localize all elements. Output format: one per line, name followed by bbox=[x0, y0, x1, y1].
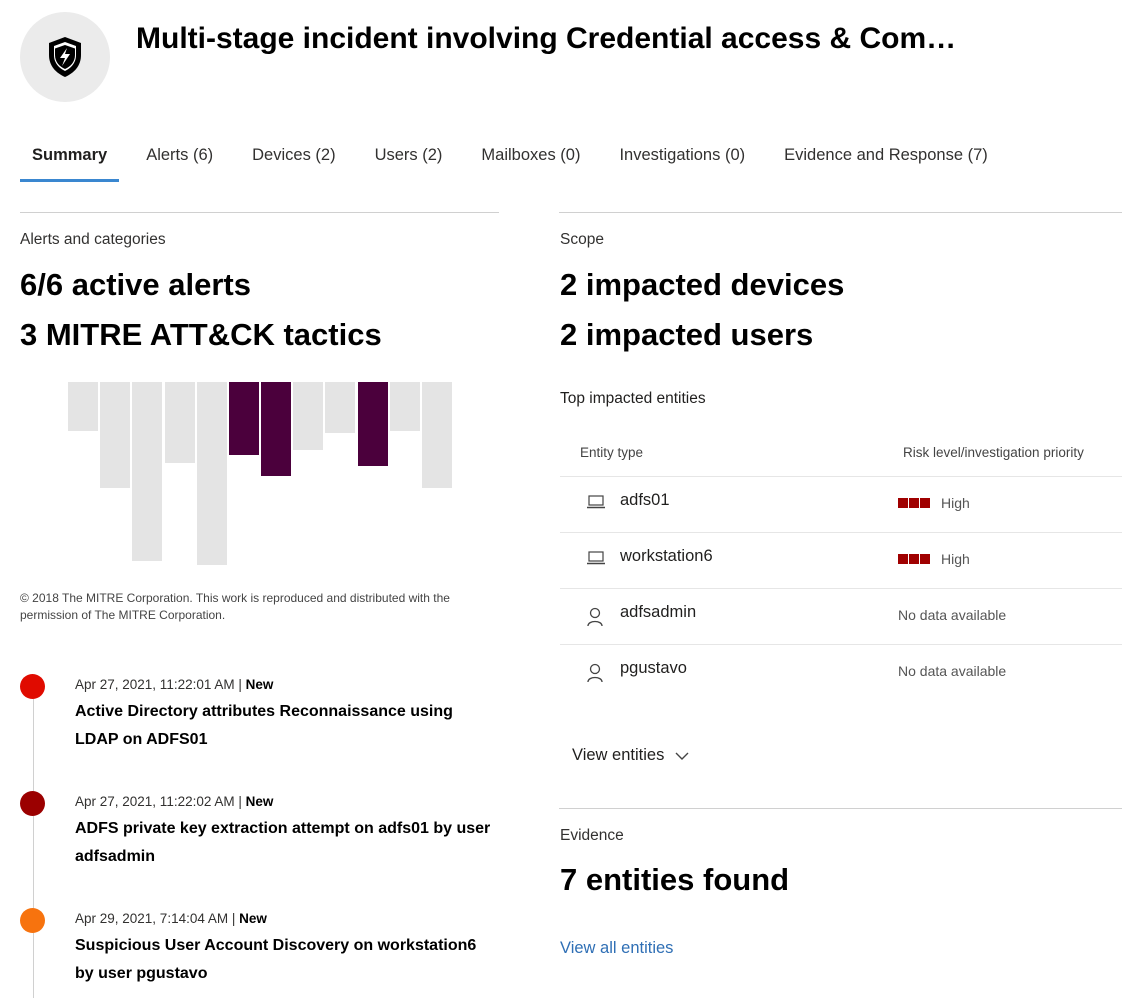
tab-summary[interactable]: Summary bbox=[20, 146, 120, 182]
tab-evidence-response[interactable]: Evidence and Response (7) bbox=[784, 146, 988, 164]
severity-dot bbox=[20, 908, 45, 933]
risk-label: No data available bbox=[898, 607, 1007, 623]
tactic-column[interactable] bbox=[293, 382, 323, 450]
risk-square bbox=[909, 554, 919, 564]
separator: | bbox=[234, 794, 246, 809]
active-alerts-count: 6/6 active alerts bbox=[20, 267, 251, 302]
tactic-column[interactable] bbox=[197, 382, 227, 565]
tab-devices[interactable]: Devices (2) bbox=[252, 146, 336, 164]
tactic-column[interactable] bbox=[261, 382, 291, 476]
column-header-risk-level[interactable]: Risk level/investigation priority bbox=[903, 445, 1084, 460]
alert-title-link[interactable]: ADFS private key extraction attempt on a… bbox=[75, 820, 491, 865]
risk-level: High bbox=[898, 495, 970, 511]
impacted-devices-count: 2 impacted devices bbox=[560, 267, 845, 302]
entity-row[interactable]: workstation6 High bbox=[560, 532, 1122, 588]
risk-label: High bbox=[941, 551, 970, 567]
tab-bar: Summary Alerts (6) Devices (2) Users (2)… bbox=[20, 146, 1015, 182]
severity-dot bbox=[20, 791, 45, 816]
impacted-users-count: 2 impacted users bbox=[560, 317, 814, 352]
alert-meta: Apr 27, 2021, 11:22:02 AM | New bbox=[75, 794, 273, 809]
risk-label: No data available bbox=[898, 663, 1007, 679]
scope-label: Scope bbox=[560, 231, 604, 248]
divider bbox=[559, 808, 1122, 809]
alert-status: New bbox=[245, 794, 274, 809]
risk-level: No data available bbox=[898, 607, 1006, 623]
entity-name[interactable]: adfs01 bbox=[620, 491, 670, 509]
entity-row[interactable]: adfs01 High bbox=[560, 476, 1122, 532]
risk-square bbox=[920, 498, 930, 508]
severity-dot bbox=[20, 674, 45, 699]
separator: | bbox=[228, 911, 240, 926]
separator: | bbox=[234, 677, 246, 692]
entity-name[interactable]: adfsadmin bbox=[620, 603, 697, 621]
risk-square bbox=[909, 498, 919, 508]
tactic-column[interactable] bbox=[422, 382, 452, 488]
mitre-tactics-count: 3 MITRE ATT&CK tactics bbox=[20, 317, 382, 352]
entity-row[interactable]: pgustavo No data available bbox=[560, 644, 1122, 700]
shield-lightning-icon bbox=[49, 37, 81, 77]
alert-timestamp: Apr 29, 2021, 7:14:04 AM bbox=[75, 911, 229, 926]
view-entities-label: View entities bbox=[572, 746, 665, 764]
entities-found-count: 7 entities found bbox=[560, 862, 790, 897]
risk-square bbox=[898, 498, 908, 508]
alerts-section-label: Alerts and categories bbox=[20, 231, 166, 248]
alert-status: New bbox=[239, 911, 267, 926]
chevron-down-icon bbox=[675, 752, 689, 760]
alert-status: New bbox=[245, 677, 274, 692]
tab-mailboxes[interactable]: Mailboxes (0) bbox=[481, 146, 581, 164]
risk-square bbox=[898, 554, 908, 564]
tactic-column[interactable] bbox=[358, 382, 388, 466]
timeline-line bbox=[33, 690, 34, 998]
alert-timestamp: Apr 27, 2021, 11:22:01 AM bbox=[75, 677, 235, 692]
alert-timestamp: Apr 27, 2021, 11:22:02 AM bbox=[75, 794, 235, 809]
view-entities-button[interactable]: View entities bbox=[572, 746, 690, 765]
tactic-column[interactable] bbox=[100, 382, 130, 488]
view-all-entities-link[interactable]: View all entities bbox=[560, 939, 674, 957]
evidence-label: Evidence bbox=[560, 827, 624, 844]
top-entities-label: Top impacted entities bbox=[560, 390, 706, 407]
entity-row[interactable]: adfsadmin No data available bbox=[560, 588, 1122, 644]
tactic-column[interactable] bbox=[132, 382, 162, 561]
alert-title-link[interactable]: Suspicious User Account Discovery on wor… bbox=[75, 937, 477, 982]
laptop-icon bbox=[586, 495, 606, 514]
alert-meta: Apr 27, 2021, 11:22:01 AM | New bbox=[75, 677, 273, 692]
tactic-column[interactable] bbox=[68, 382, 98, 431]
tab-alerts[interactable]: Alerts (6) bbox=[146, 146, 214, 164]
mitre-copyright: © 2018 The MITRE Corporation. This work … bbox=[20, 591, 450, 622]
divider bbox=[559, 212, 1122, 213]
alert-meta: Apr 29, 2021, 7:14:04 AM | New bbox=[75, 911, 267, 926]
entity-name[interactable]: workstation6 bbox=[620, 547, 713, 565]
incident-avatar bbox=[20, 12, 110, 102]
page-title: Multi-stage incident involving Credentia… bbox=[136, 22, 957, 55]
tactic-column[interactable] bbox=[325, 382, 355, 433]
alert-title-link[interactable]: Active Directory attributes Reconnaissan… bbox=[75, 703, 453, 748]
risk-level: No data available bbox=[898, 663, 1006, 679]
user-icon bbox=[586, 663, 604, 688]
tab-investigations[interactable]: Investigations (0) bbox=[619, 146, 746, 164]
tab-users[interactable]: Users (2) bbox=[374, 146, 443, 164]
tactic-column[interactable] bbox=[390, 382, 420, 431]
risk-label: High bbox=[941, 495, 970, 511]
laptop-icon bbox=[586, 551, 606, 570]
divider bbox=[20, 212, 499, 213]
user-icon bbox=[586, 607, 604, 632]
tactic-column[interactable] bbox=[229, 382, 259, 455]
tactic-column[interactable] bbox=[165, 382, 195, 463]
risk-level: High bbox=[898, 551, 970, 567]
risk-square bbox=[920, 554, 930, 564]
entity-name[interactable]: pgustavo bbox=[620, 659, 687, 677]
column-header-entity-type[interactable]: Entity type bbox=[580, 445, 644, 460]
